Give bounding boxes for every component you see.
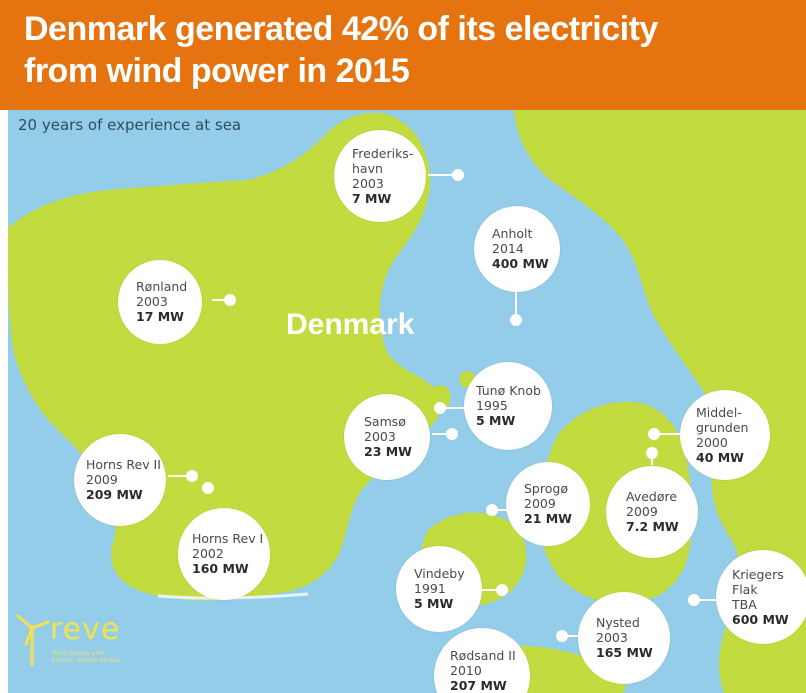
reve-logo: reve Wind Energy and Electric Vehicle Re… [12, 610, 152, 670]
callout-mw: 7 MW [352, 190, 392, 206]
dot-middelgrunden [648, 428, 660, 440]
callout-name: Sprogø [524, 481, 568, 496]
callout-year: 2000 [696, 434, 728, 450]
callout-mw: 7.2 MW [626, 519, 679, 534]
callout-ronland: Rønland 2003 17 MW [118, 260, 202, 344]
title-banner: Denmark generated 42% of its electricity… [0, 0, 806, 110]
dot-hornsrev1 [202, 482, 214, 494]
title-line-1: Denmark generated 42% of its electricity [24, 10, 658, 48]
callout-mw: 400 MW [492, 256, 549, 271]
callout-name: Frederiks- havn [352, 145, 414, 176]
callout-mw: 5 MW [476, 413, 516, 428]
map-subtitle: 20 years of experience at sea [18, 116, 242, 134]
logo-brand: reve [50, 612, 121, 647]
callout-mw: 5 MW [414, 596, 454, 611]
callout-name: Middel- grunden [696, 404, 749, 435]
sweden-land [514, 110, 806, 693]
callout-year: 2014 [492, 241, 524, 256]
callout-name: Nysted [596, 615, 640, 630]
callout-mw: 600 MW [732, 611, 789, 627]
callout-mw: 165 MW [596, 645, 653, 660]
callout-year: 1995 [476, 398, 508, 413]
callout-year: 2009 [524, 496, 556, 511]
dot-ronland [224, 294, 236, 306]
callout-middelgrunden: Middel- grunden 2000 40 MW [680, 390, 770, 480]
callout-anholt: Anholt 2014 400 MW [474, 206, 560, 292]
callout-sprogo: Sprogø 2009 21 MW [506, 462, 590, 546]
callout-year: 2002 [192, 546, 224, 561]
callout-mw: 207 MW [450, 678, 507, 693]
callout-nysted: Nysted 2003 165 MW [578, 592, 670, 684]
callout-horns-rev-ii: Horns Rev II 2009 209 MW [74, 434, 166, 526]
dot-vindeby [496, 584, 508, 596]
callout-name: Avedøre [626, 489, 678, 504]
callout-name: Kriegers Flak [732, 566, 784, 597]
callout-vindeby: Vindeby 1991 5 MW [396, 546, 482, 632]
callout-samso: Samsø 2003 23 MW [344, 394, 430, 480]
callout-name: Rønland [136, 279, 188, 294]
logo-tagline: Wind Energy and Electric Vehicle Review [52, 650, 121, 664]
callout-year: 2003 [352, 175, 384, 191]
dot-sprogo [486, 504, 498, 516]
title-line-2: from wind power in 2015 [24, 52, 410, 90]
dot-anholt [510, 314, 522, 326]
callout-name: Tunø Knob [476, 383, 541, 398]
callout-kriegers-flak: Kriegers Flak TBA 600 MW [716, 550, 806, 644]
dot-hornsrev2 [186, 470, 198, 482]
callout-name: Horns Rev I [192, 531, 264, 546]
callout-year: 2003 [136, 294, 168, 309]
callout-name: Horns Rev II [86, 457, 161, 472]
wind-turbine-icon [16, 614, 50, 666]
callout-mw: 21 MW [524, 511, 572, 526]
dot-tuno [434, 402, 446, 414]
country-label: Denmark [286, 308, 415, 341]
callout-tuno-knob: Tunø Knob 1995 5 MW [464, 362, 552, 450]
callout-frederikshavn: Frederiks- havn 2003 7 MW [334, 130, 426, 222]
map: 20 years of experience at sea [8, 110, 806, 693]
callout-year: 1991 [414, 581, 446, 596]
callout-mw: 23 MW [364, 444, 412, 459]
callout-name: Vindeby [414, 566, 465, 581]
callout-mw: 17 MW [136, 309, 184, 324]
callout-name: Anholt [492, 226, 533, 241]
callout-year: 2009 [86, 472, 118, 487]
dot-samso [446, 428, 458, 440]
callout-avedore: Avedøre 2009 7.2 MW [606, 466, 698, 558]
callout-year: 2009 [626, 504, 658, 519]
callout-name: Rødsand II [450, 648, 516, 663]
dot-nysted [556, 630, 568, 642]
callout-name: Samsø [364, 414, 406, 429]
callout-mw: 160 MW [192, 561, 249, 576]
callout-year: TBA [732, 596, 757, 612]
callout-horns-rev-i: Horns Rev I 2002 160 MW [178, 508, 270, 600]
callout-year: 2003 [364, 429, 396, 444]
dot-frederikshavn [452, 169, 464, 181]
callout-mw: 40 MW [696, 449, 744, 465]
callout-year: 2003 [596, 630, 628, 645]
callout-mw: 209 MW [86, 487, 143, 502]
dot-avedore [646, 447, 658, 459]
dot-kriegers [688, 594, 700, 606]
callout-year: 2010 [450, 663, 482, 678]
